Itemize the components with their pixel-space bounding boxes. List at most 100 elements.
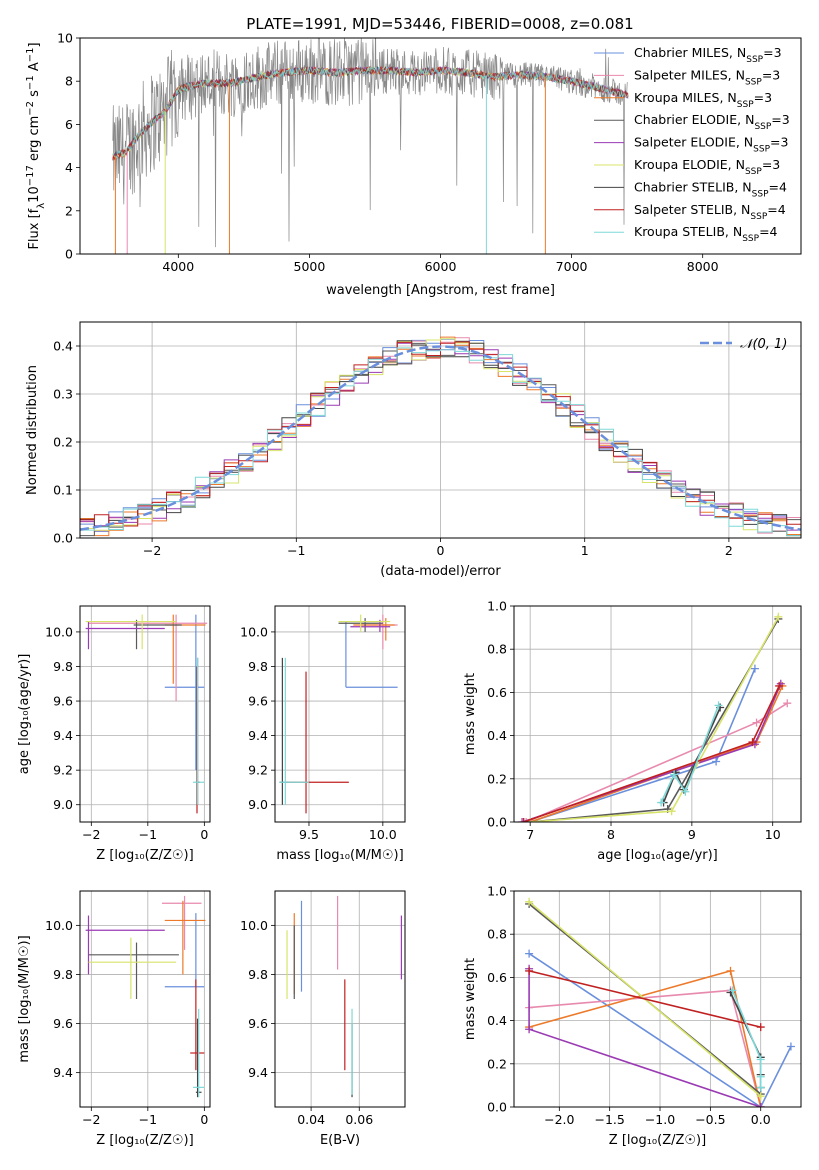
legend-label: Chabrier MILES, NSSP=3 [634,45,782,65]
series-marker [670,770,679,779]
y-tick-label: 0.1 [53,483,73,498]
x-tick-label: 4000 [162,259,194,274]
series-line-chabrier-miles [529,668,756,822]
y-axis-label: mass weight [463,958,478,1040]
series-marker [519,818,528,822]
mass-weight-vs-Z-panel: −2.0 −1.5 −1.0 −0.5 0.0 0.0 0.2 0.4 0.6 0.8 1.0 Z [… [463,884,802,1148]
x-tick-label: 10.0 [369,827,397,842]
y-tick-label: 0.8 [487,642,507,657]
y-tick-label: 2 [65,203,73,218]
y-tick-label: 0 [65,247,73,262]
error-bars [286,895,402,1098]
x-tick-label: 9 [688,827,696,842]
x-tick-label: 0.0 [751,1112,771,1127]
y-tick-label: 0.6 [487,685,507,700]
y-tick-label: 10 [57,31,73,46]
series-line-salpeter-stelib [523,685,780,822]
y-tick-label: 10.0 [240,624,268,639]
x-tick-label: −1 [139,827,157,842]
series-marker [667,807,676,816]
y-tick-label: 0.0 [487,815,507,830]
y-tick-label: 0.4 [487,1013,507,1028]
x-tick-label: 7 [526,827,534,842]
y-tick-label: 0.2 [53,435,73,450]
y-tick-label: 9.4 [53,728,73,743]
series-marker [756,1055,765,1064]
legend-label: Salpeter MILES, NSSP=3 [634,67,780,87]
y-axis-label: Normed distribution [25,365,40,495]
y-axis-label: age [log₁₀(age/yr)] [17,654,32,775]
x-tick-label: −2 [143,543,161,558]
series-line-kroupa-stelib [660,705,720,803]
series-lines [518,612,792,822]
series-marker [756,1092,765,1101]
age-vs-Z-panel: −2 −1 0 9.0 9.2 9.4 9.6 9.8 10.0 Z [log₁₀(Z/Z☉)] a… [17,605,211,863]
residuals-panel: −2 −1 0 1 2 0.0 0.1 0.2 0.3 0.4 (data-model)/error… [25,321,802,579]
axes-frame [79,321,802,539]
x-tick-label: 1 [581,543,589,558]
y-tick-label: 10.0 [45,624,73,639]
x-tick-label: −2.0 [544,1112,574,1127]
y-tick-label: 0.0 [53,531,73,546]
x-tick-label: 0.06 [345,1112,373,1127]
y-tick-label: 0.6 [487,970,507,985]
series-line-salpeter-elodie [521,683,782,822]
y-tick-label: 0.2 [487,771,507,786]
y-tick-label: 0.8 [487,927,507,942]
y-tick-label: 9.2 [248,763,268,778]
y-tick-label: 10.0 [45,918,73,933]
gaussian-curve [80,345,801,531]
spectrum-lines [112,38,629,254]
y-axis-label: mass [log₁₀(M/M☉)] [17,935,32,1062]
x-tick-label: 6000 [425,259,457,274]
legend-label: Kroupa ELODIE, NSSP=3 [634,157,780,177]
series-line-kroupa-elodie [530,616,780,822]
y-tick-label: 0.3 [53,387,73,402]
legend-label: Kroupa MILES, NSSP=3 [634,90,772,110]
y-tick-label: 9.4 [248,1065,268,1080]
y-tick-label: 9.2 [53,763,73,778]
x-axis-label: age [log₁₀(age/yr)] [597,848,718,863]
series-marker [756,1072,765,1081]
series-marker [775,681,784,690]
x-tick-label: −1.0 [645,1112,675,1127]
series-marker [726,966,735,975]
age-vs-mass-panel: 9.5 10.0 9.0 9.2 9.4 9.6 9.8 10.0 mass [log₁₀(M/… [240,605,406,863]
x-axis-label: Z [log₁₀(Z/Z☉)] [96,1133,193,1148]
axes-frame [513,605,802,823]
x-tick-label: 2 [725,543,733,558]
series-marker [752,718,761,727]
y-tick-label: 6 [65,117,73,132]
y-tick-label: 9.4 [248,728,268,743]
y-axis-label: Flux [fλ10−17 erg cm−2 s−1 A−1] [25,42,47,249]
x-tick-label: −1 [287,543,305,558]
x-tick-label: 8000 [687,259,719,274]
data-spectrum-line [112,38,628,248]
histograms [80,336,801,538]
y-tick-label: 9.8 [248,967,268,982]
series-marker [525,897,534,906]
series-marker [712,757,721,766]
series-marker [756,1083,765,1092]
series-marker [657,798,666,807]
y-tick-label: 8 [65,74,73,89]
x-tick-label: −0.5 [695,1112,725,1127]
y-tick-label: 0.4 [53,339,73,354]
y-tick-label: 9.6 [53,1016,73,1031]
x-tick-label: 7000 [556,259,588,274]
y-tick-label: 9.0 [248,797,268,812]
series-line-salpeter-miles [525,702,788,822]
series-marker [756,1103,765,1107]
spectrum-panel: 4000 5000 6000 7000 8000 0 2 4 6 8 10 wavelength [A… [25,31,802,298]
series-marker [525,949,534,958]
legend-label: 𝒩(0, 1) [740,337,787,352]
axes-frame [79,890,211,1108]
y-tick-label: 1.0 [487,599,507,614]
series-marker [681,787,690,796]
axes-frame [79,37,802,255]
axes-frame [274,605,406,823]
series-line-salpeter-miles [529,989,762,1107]
axes-frame [513,890,802,1108]
error-bars [279,614,398,814]
